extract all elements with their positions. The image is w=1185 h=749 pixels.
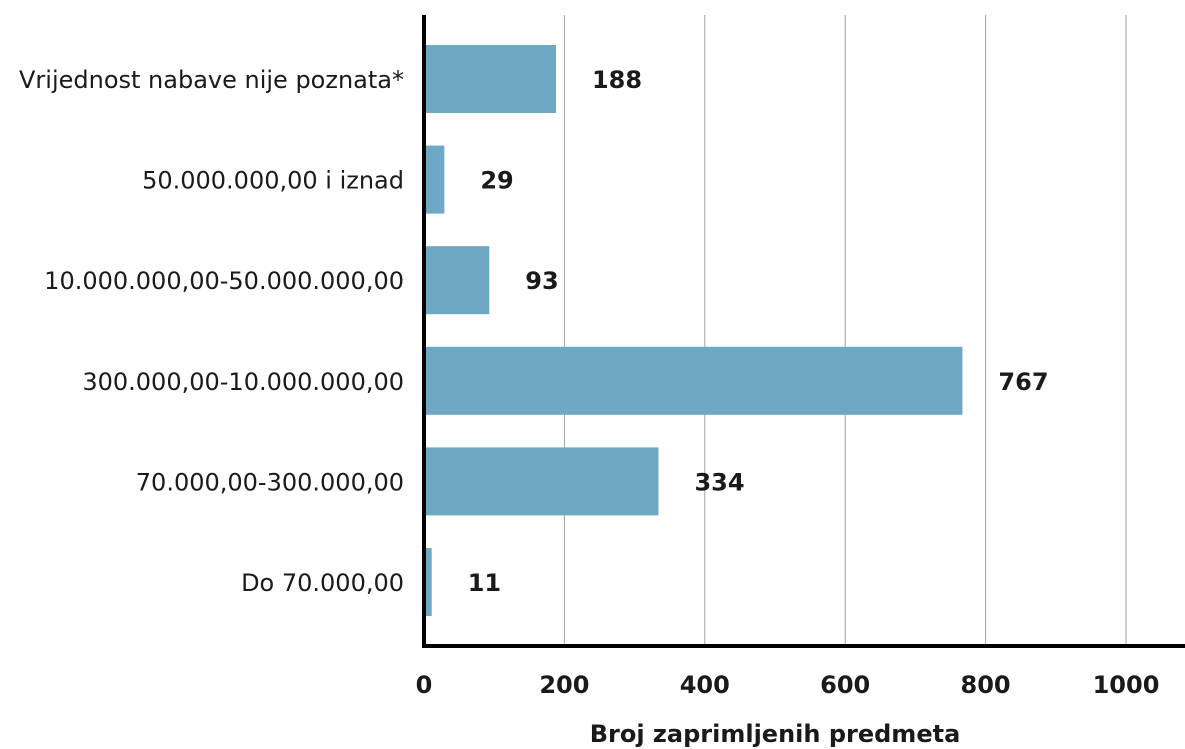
category-label: Vrijednost nabave nije poznata*	[19, 66, 404, 94]
x-tick-label: 200	[539, 671, 589, 699]
bars	[424, 45, 963, 616]
category-labels: Vrijednost nabave nije poznata* 50.000.00…	[19, 66, 404, 597]
x-tick-label: 0	[416, 671, 433, 699]
x-tick-label: 400	[680, 671, 730, 699]
category-label: 70.000,00-300.000,00	[136, 468, 404, 496]
bar	[424, 145, 445, 214]
value-label: 767	[998, 368, 1048, 396]
value-label: 29	[480, 167, 513, 195]
value-label: 11	[468, 569, 501, 597]
x-axis-title: Broj zaprimljenih predmeta	[590, 720, 961, 748]
x-tick-labels: 0 200 400 600 800 1000	[416, 671, 1160, 699]
bar	[424, 246, 490, 315]
value-labels: 188 29 93 767 334 11	[468, 66, 1049, 597]
bar	[424, 447, 659, 516]
bar	[424, 45, 556, 113]
category-label: 300.000,00-10.000.000,00	[82, 368, 404, 396]
category-label: 50.000.000,00 i iznad	[142, 167, 404, 195]
x-tick-label: 800	[961, 671, 1011, 699]
value-label: 188	[592, 66, 642, 94]
x-tick-label: 600	[820, 671, 870, 699]
grid-lines	[563, 15, 1127, 646]
category-label: Do 70.000,00	[241, 569, 404, 597]
axes	[422, 15, 1185, 648]
bar	[424, 548, 432, 616]
value-label: 93	[525, 267, 558, 295]
x-tick-label: 1000	[1093, 671, 1160, 699]
bar	[424, 346, 963, 415]
value-label: 334	[694, 468, 744, 496]
category-label: 10.000.000,00-50.000.000,00	[44, 267, 404, 295]
